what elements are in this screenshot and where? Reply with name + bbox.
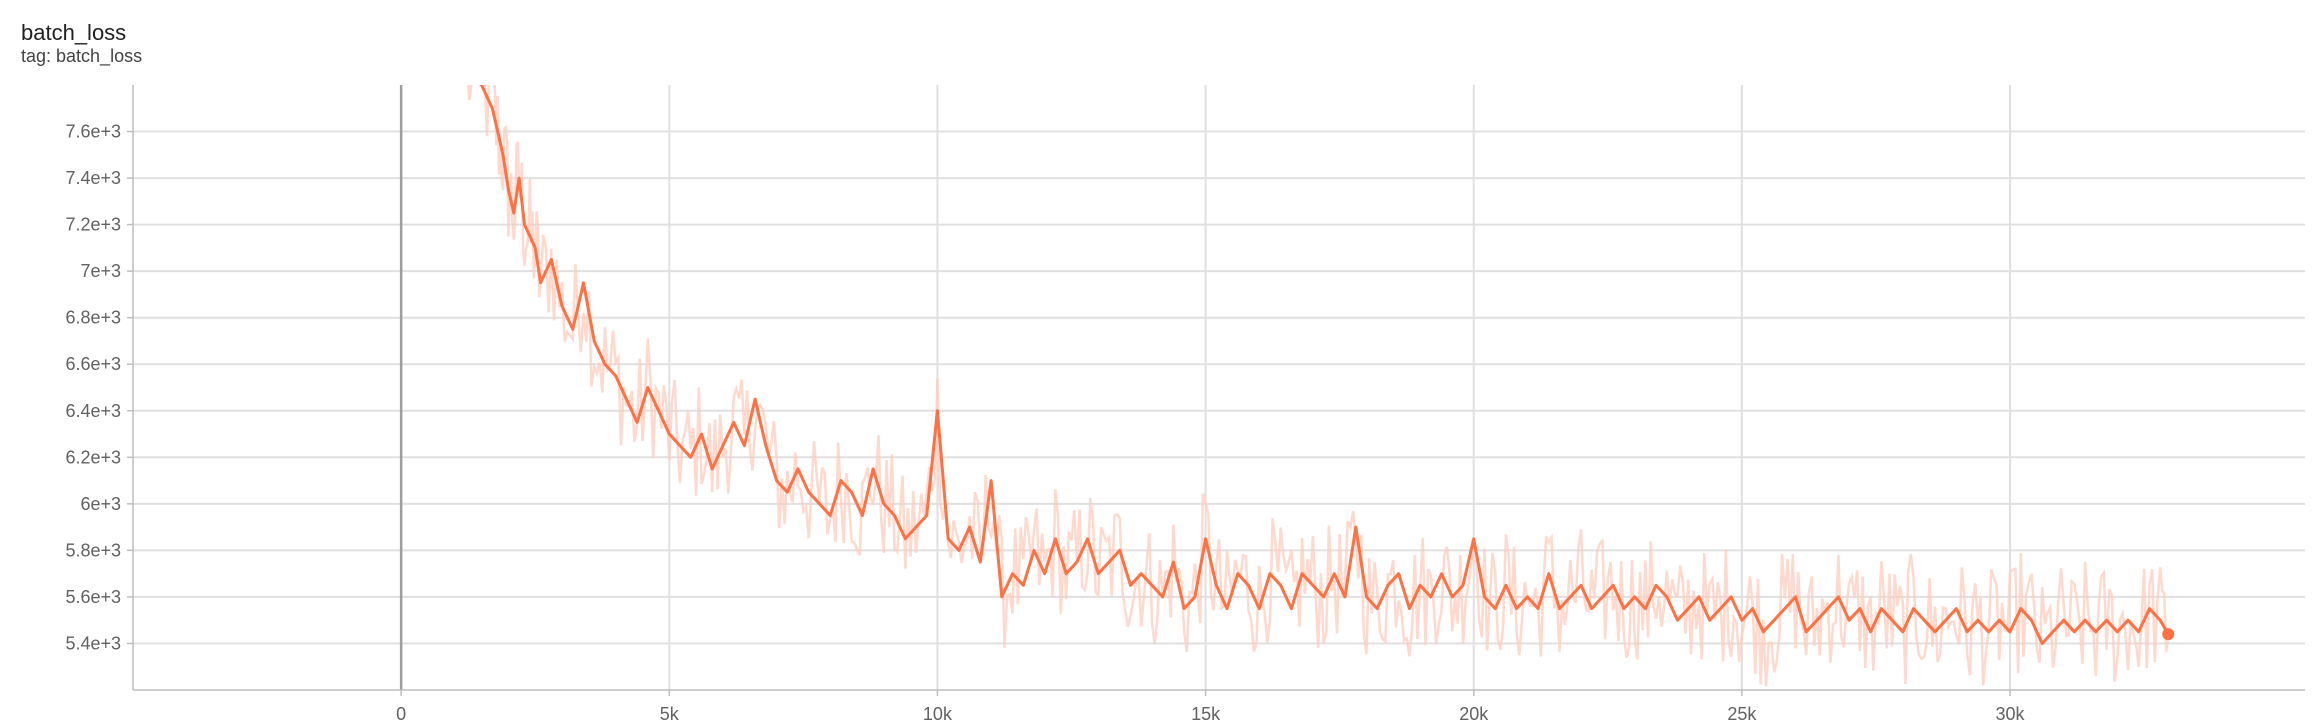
x-tick-label: 20k [1459,704,1489,724]
grid-lines [133,85,2305,690]
y-tick-label: 6.2e+3 [65,447,121,467]
x-tick-label: 25k [1727,704,1757,724]
y-tick-label: 6.8e+3 [65,308,121,328]
x-tick-label: 0 [396,704,406,724]
x-tick-label: 10k [923,704,953,724]
tick-labels: 5.4e+3 5.6e+3 5.8e+3 6e+3 6.2e+3 6.4e+3 6.6e+3… [65,122,2025,724]
raw-series-layer [466,85,2170,687]
y-tick-label: 5.6e+3 [65,587,121,607]
y-tick-label: 6.6e+3 [65,354,121,374]
smoothed-series-line[interactable] [466,73,2170,645]
last-point-marker[interactable] [2162,628,2175,641]
y-tick-label: 7.2e+3 [65,215,121,235]
x-tick-label: 30k [1996,704,2026,724]
y-tick-label: 5.8e+3 [65,540,121,560]
y-tick-label: 7e+3 [80,261,121,281]
y-tick-label: 5.4e+3 [65,633,121,653]
chart-title: batch_loss [21,20,127,45]
x-tick-label: 15k [1191,704,1221,724]
smoothed-series-layer[interactable] [466,73,2175,645]
y-tick-label: 6e+3 [80,494,121,514]
x-tick-label: 5k [660,704,680,724]
axes [127,85,2305,696]
y-tick-label: 7.4e+3 [65,168,121,188]
raw-series-line [466,85,2170,687]
y-tick-label: 7.6e+3 [65,122,121,142]
y-tick-label: 6.4e+3 [65,401,121,421]
chart-subtitle: tag: batch_loss [21,46,143,66]
